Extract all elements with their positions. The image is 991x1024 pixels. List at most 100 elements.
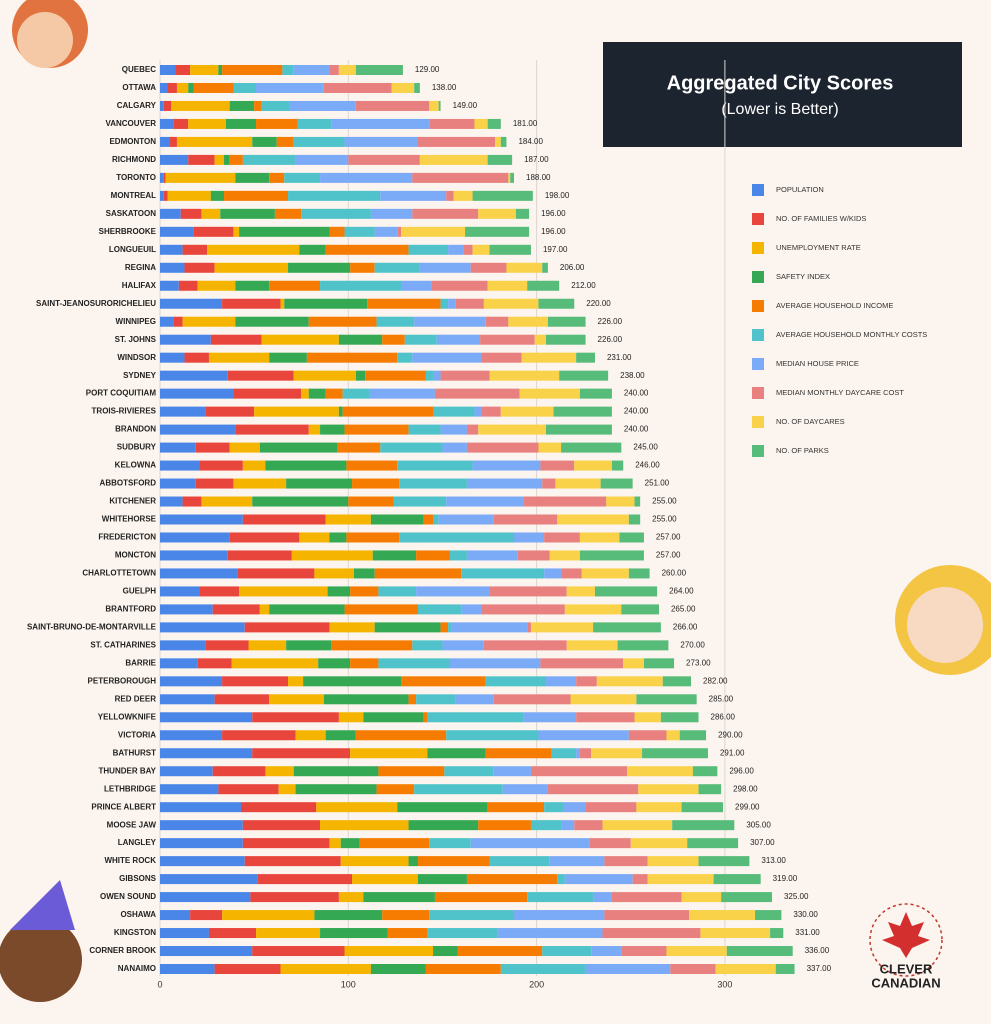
bar-segment xyxy=(478,424,547,435)
bar-segment xyxy=(160,298,223,309)
bar-segment xyxy=(210,190,225,201)
bar-segment xyxy=(350,262,375,273)
bar-segment xyxy=(387,928,428,939)
bar-segment xyxy=(160,388,234,399)
bar-segment xyxy=(291,550,373,561)
y-tick-label: HALIFAX xyxy=(122,281,157,290)
bar-segment xyxy=(169,136,177,147)
bar-segment xyxy=(342,388,370,399)
legend-swatch xyxy=(752,271,764,283)
bar-segment xyxy=(434,892,528,903)
bar-segment xyxy=(182,316,236,327)
bar-segment xyxy=(176,136,253,147)
bar-segment xyxy=(160,676,223,687)
y-tick-label: MOOSE JAW xyxy=(107,820,157,829)
bar-segment xyxy=(331,118,430,129)
bar-segment xyxy=(692,766,718,777)
bar-segment xyxy=(224,154,230,165)
title-box xyxy=(603,42,962,147)
bar-segment xyxy=(500,136,507,147)
bar-segment xyxy=(274,208,302,219)
bar-segment xyxy=(500,406,554,417)
total-label: 313.00 xyxy=(761,856,786,865)
bar-segment xyxy=(338,65,356,75)
legend-swatch xyxy=(752,358,764,370)
y-tick-label: PORT COQUITIAM xyxy=(86,389,157,398)
bar-segment xyxy=(224,190,289,201)
bar-segment xyxy=(617,640,669,651)
bar-segment xyxy=(433,406,475,417)
bar-segment xyxy=(538,730,629,741)
bar-segment xyxy=(485,748,552,759)
y-tick-label: QUEBEC xyxy=(122,65,156,74)
bar-segment xyxy=(427,712,524,723)
bar-segment xyxy=(700,928,771,939)
bar-segment xyxy=(329,65,339,75)
bar-segment xyxy=(350,658,379,669)
bar-segment xyxy=(497,928,603,939)
bar-segment xyxy=(662,676,692,687)
bar-segment xyxy=(242,820,321,831)
total-label: 206.00 xyxy=(560,263,585,272)
legend-swatch xyxy=(752,416,764,428)
bar-segment xyxy=(502,784,548,795)
bar-segment xyxy=(269,172,285,183)
total-label: 231.00 xyxy=(607,353,632,362)
bar-segment xyxy=(160,65,176,75)
bar-segment xyxy=(280,964,371,974)
bar-segment xyxy=(254,100,262,111)
bar-segment xyxy=(160,172,164,183)
legend: POPULATION NO. OF FAMILIES W/KIDS UNEMPLOY… xyxy=(752,184,927,457)
bar-segment xyxy=(440,298,449,309)
bar-segment xyxy=(448,622,452,633)
bar-segment xyxy=(293,136,345,147)
bar-segment xyxy=(540,658,624,669)
bar-segment xyxy=(715,964,776,974)
bar-segment xyxy=(581,568,629,579)
bar-segment xyxy=(242,838,330,849)
bar-segment xyxy=(180,208,202,219)
bar-segment xyxy=(160,730,223,741)
bar-segment xyxy=(207,244,300,255)
bar-segment xyxy=(378,658,450,669)
bar-segment xyxy=(549,856,605,867)
bar-segment xyxy=(393,496,447,507)
bar-segment xyxy=(344,226,375,237)
bar-segment xyxy=(566,640,618,651)
bar-segment xyxy=(229,154,243,165)
bar-segment xyxy=(425,964,501,974)
legend-label: SAFETY INDEX xyxy=(776,272,830,281)
bar-segment xyxy=(284,298,368,309)
bar-segment xyxy=(240,802,317,813)
bar-segment xyxy=(359,838,430,849)
bar-segment xyxy=(338,334,383,345)
bar-segment xyxy=(521,352,577,363)
bar-segment xyxy=(429,910,515,921)
bar-segment xyxy=(235,316,309,327)
bar-segment xyxy=(188,154,215,165)
y-tick-label: BRANDON xyxy=(115,425,156,434)
bar-segment xyxy=(429,100,439,111)
bar-segment xyxy=(284,172,321,183)
bar-segment xyxy=(160,208,181,219)
chart-title: Aggregated City Scores xyxy=(667,72,894,94)
bar-segment xyxy=(448,244,464,255)
bar-segment xyxy=(770,928,784,939)
bar-segment xyxy=(523,496,607,507)
legend-swatch xyxy=(752,300,764,312)
bar-segment xyxy=(188,118,226,129)
bar-segment xyxy=(596,676,663,687)
bar-segment xyxy=(256,82,324,93)
bar-segment xyxy=(495,136,501,147)
bar-segment xyxy=(417,604,462,615)
y-tick-label: THUNDER BAY xyxy=(99,766,157,775)
bar-segment xyxy=(367,298,441,309)
bar-segment xyxy=(382,334,405,345)
bar-segment xyxy=(252,946,345,957)
bar-segment xyxy=(576,676,597,687)
bar-segment xyxy=(446,190,454,201)
bar-segment xyxy=(160,802,241,813)
bar-segment xyxy=(623,658,644,669)
bar-segment xyxy=(160,514,243,525)
